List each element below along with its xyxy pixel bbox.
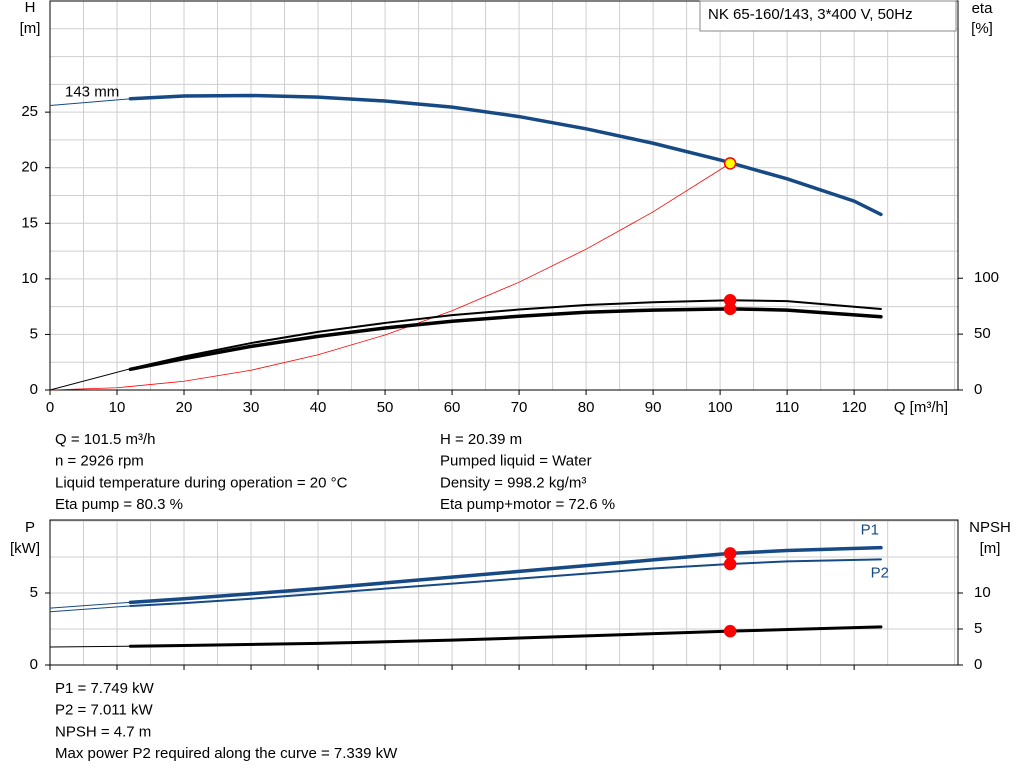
curve [49,98,131,106]
curve [49,368,131,391]
y-tick-label: 5 [30,584,38,601]
curve [49,645,131,648]
y-tick-label: 20 [21,159,38,176]
series-label: P2 [871,564,889,581]
curve [49,162,731,391]
axis-label: eta [972,0,994,17]
curve [128,545,883,605]
info-line: Liquid temperature during operation = 20… [55,474,348,491]
operating-point [723,547,737,560]
y-tick-label: 10 [21,270,38,287]
info-line: H = 20.39 m [440,431,522,448]
y2-tick-label: 0 [974,656,982,673]
y2-tick-label: 50 [974,325,991,342]
axis-label: P [25,519,35,536]
operating-point [723,557,737,571]
info-line: Density = 998.2 kg/m³ [440,474,586,491]
info-line: P2 = 7.011 kW [55,702,154,719]
y2-tick-label: 100 [974,269,999,286]
x-tick-label: 90 [645,399,662,416]
info-line: P1 = 7.749 kW [55,680,155,697]
curve [49,601,131,609]
info-line: Pumped liquid = Water [440,453,592,470]
x-tick-label: 70 [511,399,528,416]
y-tick-label: 0 [30,381,38,398]
series-label: 143 mm [65,83,119,100]
info-line: Max power P2 required along the curve = … [55,745,398,762]
chart-title: NK 65-160/143, 3*400 V, 50Hz [708,6,913,23]
x-tick-label: 60 [444,399,461,416]
x-tick-label: 30 [243,399,260,416]
curve [49,605,131,613]
y-tick-label: 25 [21,103,38,120]
x-axis-label: Q [m³/h] [894,399,948,416]
x-tick-label: 110 [775,399,799,416]
curve [128,625,883,648]
title-box [699,0,957,32]
curve [129,299,882,370]
operating-point [723,157,737,170]
y-tick-label: 5 [30,325,38,342]
x-tick-label: 80 [578,399,595,416]
axis-label: NPSH [969,519,1011,536]
operating-point [723,302,737,316]
axis-label: [kW] [10,540,40,557]
info-line: n = 2926 rpm [55,453,144,470]
x-tick-label: 120 [842,399,867,416]
x-tick-label: 100 [708,399,733,416]
curve [128,307,883,372]
info-line: NPSH = 4.7 m [55,723,151,740]
curve [128,93,883,217]
plot-frame [49,0,959,391]
axis-label: [%] [971,20,993,37]
info-line: Q = 101.5 m³/h [55,431,155,448]
y2-tick-label: 0 [974,381,982,398]
y2-tick-label: 5 [974,620,982,637]
axis-label: [m] [980,540,1001,557]
y2-tick-label: 10 [974,584,991,601]
series-label: P1 [861,522,879,539]
curve [129,558,882,607]
y-tick-label: 0 [30,656,38,673]
x-tick-label: 10 [109,399,126,416]
info-line: Eta pump+motor = 72.6 % [440,496,615,513]
axis-label: [m] [20,20,41,37]
x-tick-label: 0 [46,399,54,416]
plot-frame [49,519,959,666]
axis-label: H [25,0,36,16]
x-tick-label: 40 [310,399,327,416]
x-tick-label: 20 [176,399,193,416]
x-tick-label: 50 [377,399,394,416]
info-line: Eta pump = 80.3 % [55,496,183,513]
operating-point [723,624,737,638]
y-tick-label: 15 [21,214,38,231]
